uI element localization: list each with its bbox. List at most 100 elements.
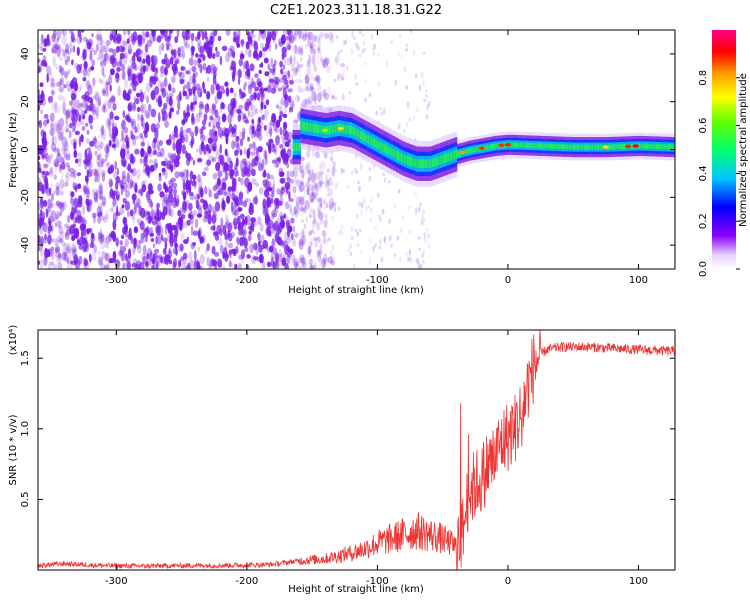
heatmap-noise-cell bbox=[270, 139, 274, 146]
heatmap-noise-cell bbox=[197, 246, 201, 252]
heatmap-noise-cell bbox=[298, 206, 304, 212]
heatmap-noise-cell bbox=[232, 181, 237, 193]
heatmap-noise-cell bbox=[77, 151, 83, 162]
heatmap-noise-cell bbox=[73, 227, 80, 239]
heatmap-noise-cell bbox=[176, 30, 180, 38]
heatmap-noise-cell bbox=[262, 49, 266, 58]
heatmap-noise-cell bbox=[289, 100, 293, 111]
heatmap-noise-cell bbox=[275, 104, 280, 109]
heatmap-noise-cell bbox=[85, 195, 90, 204]
heatmap-noise-cell bbox=[288, 203, 293, 212]
heatmap-noise-cell bbox=[197, 39, 202, 48]
heatmap-noise-cell bbox=[96, 206, 102, 217]
heatmap-noise-cell bbox=[198, 111, 203, 118]
heatmap-noise-cell bbox=[230, 201, 234, 212]
heatmap-noise-cell bbox=[113, 143, 117, 151]
heatmap-noise-cell bbox=[304, 200, 310, 210]
y-tick-label: 0.5 bbox=[20, 491, 31, 507]
heatmap-noise-cell bbox=[370, 196, 373, 203]
heatmap-noise-cell bbox=[154, 128, 159, 139]
heatmap-noise-cell bbox=[127, 30, 131, 36]
heatmap-noise-cell bbox=[126, 38, 130, 45]
heatmap-noise-cell bbox=[87, 84, 93, 96]
heatmap-noise-cell bbox=[183, 84, 187, 89]
heatmap-noise-cell bbox=[195, 112, 201, 123]
heatmap-noise-cell bbox=[96, 158, 101, 167]
heatmap-noise-cell bbox=[240, 249, 246, 259]
heatmap-noise-cell bbox=[38, 66, 41, 74]
heatmap-noise-cell bbox=[240, 39, 245, 48]
colorbar-tick-label: 0.2 bbox=[698, 213, 709, 229]
heatmap-noise-cell bbox=[53, 163, 58, 173]
heatmap-noise-cell bbox=[95, 43, 100, 52]
heatmap-noise-cell bbox=[356, 214, 359, 219]
heatmap-noise-cell bbox=[400, 54, 404, 61]
heatmap-noise-cell bbox=[43, 114, 49, 119]
heatmap-x-label: Height of straight line (km) bbox=[288, 285, 424, 296]
heatmap-noise-cell bbox=[325, 217, 329, 224]
heatmap-noise-cell bbox=[116, 67, 121, 72]
heatmap-noise-cell bbox=[155, 224, 160, 234]
heatmap-noise-cell bbox=[320, 258, 327, 269]
heatmap-noise-cell bbox=[380, 111, 384, 116]
heatmap-noise-cell bbox=[156, 134, 159, 143]
heatmap-noise-cell bbox=[244, 247, 249, 253]
heatmap-noise-cell bbox=[293, 225, 296, 234]
heatmap-noise-cell bbox=[329, 251, 333, 255]
heatmap-noise-cell bbox=[360, 250, 363, 254]
y-tick-label: 40 bbox=[20, 48, 31, 61]
heatmap-noise-cell bbox=[100, 127, 104, 138]
heatmap-noise-cell bbox=[308, 54, 311, 64]
heatmap-noise-cell bbox=[50, 142, 57, 152]
heatmap-noise-cell bbox=[64, 174, 68, 185]
heatmap-noise-cell bbox=[99, 42, 103, 54]
heatmap-noise-cell bbox=[40, 198, 44, 210]
heatmap-noise-cell bbox=[428, 101, 431, 107]
heatmap-noise-cell bbox=[236, 236, 240, 246]
heatmap-noise-cell bbox=[109, 207, 114, 213]
heatmap-noise-cell bbox=[241, 92, 246, 98]
heatmap-noise-cell bbox=[309, 207, 315, 214]
heatmap-noise-cell bbox=[79, 102, 84, 108]
heatmap-noise-cell bbox=[195, 36, 199, 42]
heatmap-noise-cell bbox=[71, 247, 77, 253]
heatmap-noise-cell bbox=[54, 211, 61, 220]
heatmap-noise-cell bbox=[116, 45, 120, 53]
heatmap-noise-cell bbox=[55, 200, 61, 206]
heatmap-noise-cell bbox=[314, 241, 318, 248]
heatmap-noise-cell bbox=[284, 181, 291, 190]
heatmap-noise-cell bbox=[311, 229, 314, 233]
heatmap-noise-cell bbox=[239, 131, 243, 138]
heatmap-noise-cell bbox=[140, 188, 144, 197]
heatmap-noise-cell bbox=[393, 252, 397, 258]
heatmap-noise-cell bbox=[237, 77, 241, 86]
heatmap-noise-cell bbox=[102, 58, 107, 67]
heatmap-noise-cell bbox=[227, 113, 233, 124]
heatmap-noise-cell bbox=[217, 170, 223, 178]
heatmap-noise-cell bbox=[265, 99, 270, 106]
heatmap-noise-cell bbox=[300, 57, 303, 62]
heatmap-noise-cell bbox=[191, 174, 197, 180]
heatmap-noise-cell bbox=[306, 162, 311, 172]
heatmap-noise-cell bbox=[122, 40, 128, 46]
heatmap-noise-cell bbox=[281, 84, 287, 91]
heatmap-noise-cell bbox=[331, 202, 337, 207]
heatmap-noise-cell bbox=[356, 231, 360, 237]
heatmap-noise-cell bbox=[280, 219, 285, 229]
heatmap-noise-cell bbox=[67, 69, 71, 75]
heatmap-noise-cell bbox=[219, 188, 224, 194]
heatmap-noise-cell bbox=[318, 94, 322, 98]
heatmap-noise-cell bbox=[65, 128, 70, 133]
heatmap-noise-cell bbox=[427, 243, 431, 248]
heatmap-noise-cell bbox=[157, 79, 161, 88]
heatmap-noise-cell bbox=[239, 138, 244, 147]
heatmap-noise-cell bbox=[271, 259, 275, 266]
heatmap-noise-cell bbox=[309, 264, 314, 269]
heatmap-noise-cell bbox=[49, 77, 54, 82]
heatmap-noise-cell bbox=[93, 136, 97, 147]
heatmap-noise-cell bbox=[108, 118, 111, 127]
heatmap-noise-cell bbox=[104, 44, 109, 53]
heatmap-noise-cell bbox=[277, 200, 283, 206]
heatmap-noise-cell bbox=[62, 84, 68, 89]
heatmap-noise-cell bbox=[51, 101, 56, 112]
